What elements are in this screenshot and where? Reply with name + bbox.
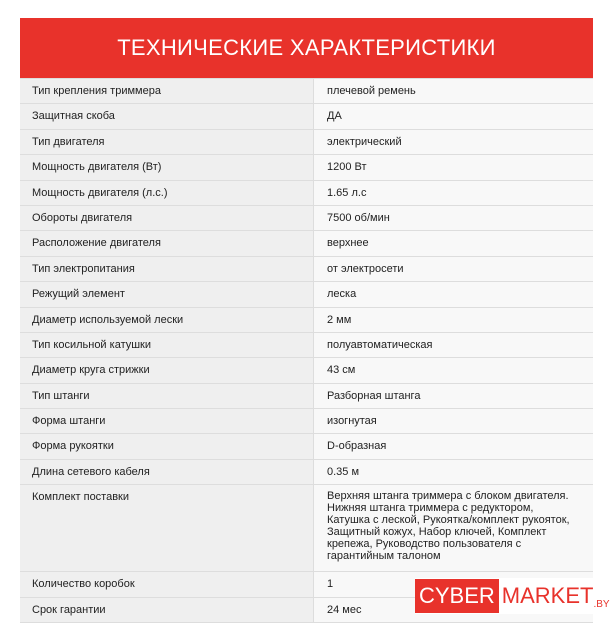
logo: CYBER MARKET .BY xyxy=(415,578,610,614)
table-row: Длина сетевого кабеля 0.35 м xyxy=(20,459,593,486)
table-row: Обороты двигателя 7500 об/мин xyxy=(20,205,593,232)
table-row: Тип косильной катушки полуавтоматическая xyxy=(20,332,593,359)
spec-value: изогнутая xyxy=(314,409,593,434)
spec-name: Тип электропитания xyxy=(20,256,314,282)
spec-value: плечевой ремень xyxy=(314,79,593,104)
header-title: ТЕХНИЧЕСКИЕ ХАРАКТЕРИСТИКИ xyxy=(20,18,593,78)
table-row: Защитная скоба ДА xyxy=(20,104,593,130)
table-row: Количество коробок 1 xyxy=(20,572,593,598)
logo-cyber: CYBER xyxy=(415,579,499,613)
logo-market: MARKET xyxy=(501,583,594,608)
spec-value-line: гарантийным талоном xyxy=(327,550,441,563)
spec-name: Комплект поставки xyxy=(20,485,314,572)
spec-name: Длина сетевого кабеля xyxy=(20,459,314,485)
table-row: Тип крепления триммера плечевой ремень xyxy=(20,79,593,105)
spec-name: Расположение двигателя xyxy=(20,231,314,256)
spec-name: Тип крепления триммера xyxy=(20,79,314,104)
spec-value: Разборная штанга xyxy=(314,383,593,409)
spec-name: Диаметр круга стрижки xyxy=(20,358,314,383)
spec-value-line: крепежа, Руководство пользователя с xyxy=(327,538,522,551)
spec-name: Тип штанги xyxy=(20,383,314,409)
spec-value: ДА xyxy=(314,104,593,129)
table-row: Тип электропитания от электросети xyxy=(20,256,593,283)
spec-name: Обороты двигателя xyxy=(20,205,314,231)
spec-value-line: Защитный кожух, Набор ключей, Комплект xyxy=(327,526,547,539)
table-row: Диаметр круга стрижки 43 см xyxy=(20,358,593,384)
table-row: Тип двигателя электрический xyxy=(20,129,593,156)
spec-name: Мощность двигателя (Вт) xyxy=(20,155,314,180)
spec-name: Мощность двигателя (л.с.) xyxy=(20,180,314,205)
table-row: Форма рукоятки D-образная xyxy=(20,434,593,460)
table-row: Комплект поставки Верхняя штанга триммера… xyxy=(20,485,593,573)
spec-value: 1.65 л.с xyxy=(314,180,593,205)
spec-value: 2 мм xyxy=(314,307,593,332)
table-row: Режущий элемент леска xyxy=(20,282,593,308)
spec-value: 7500 об/мин xyxy=(314,205,593,231)
spec-name: Диаметр используемой лески xyxy=(20,307,314,332)
spec-value: от электросети xyxy=(314,256,593,282)
spec-name: Режущий элемент xyxy=(20,282,314,307)
table-row: Мощность двигателя (л.с.) 1.65 л.с xyxy=(20,180,593,206)
spec-table: Тип крепления триммера плечевой ремень Защ… xyxy=(20,78,593,624)
spec-value: 0.35 м xyxy=(314,459,593,485)
table-row: Форма штанги изогнутая xyxy=(20,409,593,435)
spec-value: полуавтоматическая xyxy=(314,332,593,358)
spec-value: 43 см xyxy=(314,358,593,383)
spec-name: Тип косильной катушки xyxy=(20,332,314,358)
spec-value: леска xyxy=(314,282,593,307)
table-row: Тип штанги Разборная штанга xyxy=(20,383,593,410)
table-row: Расположение двигателя верхнее xyxy=(20,231,593,257)
table-row: Диаметр используемой лески 2 мм xyxy=(20,307,593,333)
spec-name: Количество коробок xyxy=(20,572,314,597)
spec-value: 1200 Вт xyxy=(314,155,593,180)
spec-name: Тип двигателя xyxy=(20,129,314,155)
spec-value-line: Верхняя штанга триммера с блоком двигате… xyxy=(327,490,569,503)
spec-name: Защитная скоба xyxy=(20,104,314,129)
spec-name: Форма штанги xyxy=(20,409,314,434)
spec-value-line: Катушка с леской, Рукоятка/комплект руко… xyxy=(327,514,570,527)
logo-domain: .BY xyxy=(593,599,610,610)
spec-value-line: Нижняя штанга триммера с редуктором, xyxy=(327,502,534,515)
spec-value: электрический xyxy=(314,129,593,155)
table-row: Мощность двигателя (Вт) 1200 Вт xyxy=(20,155,593,181)
spec-value: верхнее xyxy=(314,231,593,256)
spec-name: Форма рукоятки xyxy=(20,434,314,459)
spec-name: Срок гарантии xyxy=(20,597,314,623)
spec-value: Верхняя штанга триммера с блоком двигате… xyxy=(314,485,593,572)
spec-value: D-образная xyxy=(314,434,593,459)
